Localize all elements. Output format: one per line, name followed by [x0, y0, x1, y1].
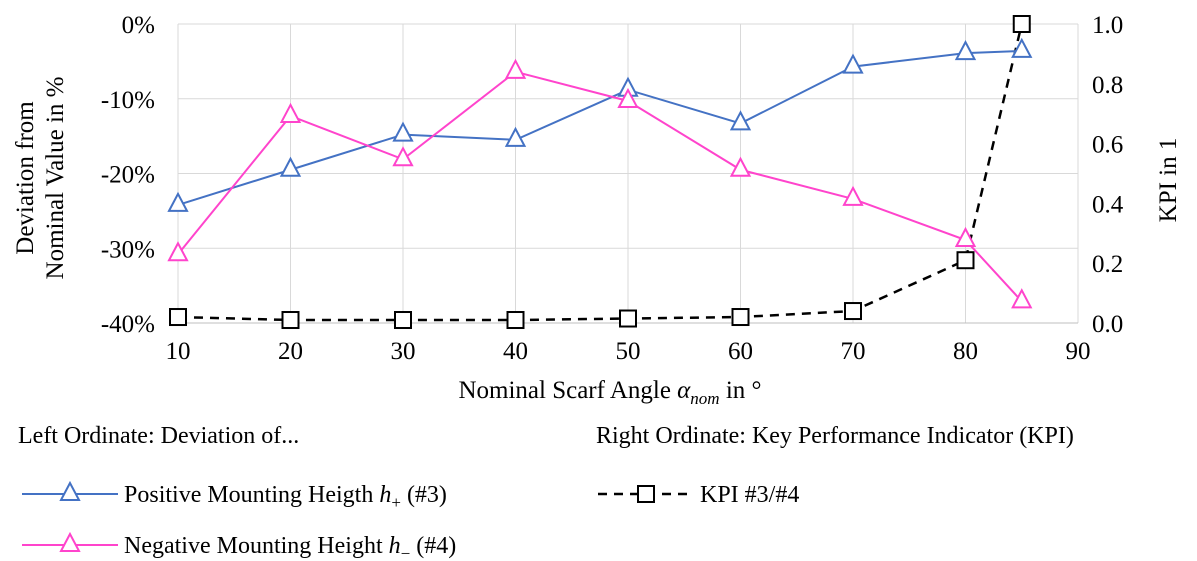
square-marker: [956, 251, 975, 270]
triangle-marker: [279, 102, 302, 123]
triangle-marker: [167, 191, 189, 212]
legend-triangle-marker-blue: [59, 480, 81, 501]
legend-label-negative: Negative Mounting Height h− (#4): [124, 533, 456, 561]
triangle-marker: [954, 40, 977, 61]
square-marker: [731, 308, 750, 327]
x-tick-label: 60: [728, 338, 753, 365]
triangle-marker: [1011, 288, 1033, 309]
x-tick-label: 80: [953, 338, 978, 365]
triangle-marker: [504, 126, 527, 147]
triangle-marker: [729, 110, 752, 131]
x-tick-label: 70: [841, 338, 866, 365]
y-left-tick-label: -10%: [101, 87, 155, 114]
series-0: [167, 37, 1033, 212]
legend-right-heading: Right Ordinate: Key Performance Indicato…: [596, 423, 1074, 449]
legend-label-positive: Positive Mounting Heigth h+ (#3): [124, 482, 447, 512]
x-axis-title: Nominal Scarf Angle αnom in °: [458, 377, 761, 408]
legend-square-marker: [637, 485, 655, 503]
square-marker: [169, 308, 187, 327]
x-tick-label: 30: [391, 338, 416, 365]
legend-item-negative: Negative Mounting Height h− (#4): [22, 531, 456, 561]
triangle-marker: [392, 121, 414, 142]
legend-item-positive: Positive Mounting Heigth h+ (#3): [22, 480, 447, 512]
triangle-marker: [167, 241, 189, 262]
legend-left-heading: Left Ordinate: Deviation of...: [18, 423, 299, 449]
triangle-marker: [842, 53, 864, 74]
legend-label-kpi: KPI #3/#4: [700, 482, 799, 508]
y-left-tick-label: -30%: [101, 236, 155, 263]
grid: [177, 23, 1079, 324]
y-left-axis-ticks: 0% -10% -20% -30% -40%: [101, 12, 155, 338]
x-tick-label: 90: [1066, 338, 1091, 365]
series-line: [177, 70, 1023, 302]
triangle-marker: [392, 146, 414, 167]
square-marker: [1012, 15, 1031, 33]
series-line: [177, 23, 1023, 322]
series-2: [169, 15, 1031, 330]
square-marker: [619, 309, 637, 328]
triangle-marker: [617, 87, 639, 108]
y-left-tick-label: -40%: [101, 311, 155, 338]
y-right-axis-title: KPI in 1: [1155, 138, 1182, 223]
y-right-tick-label: 0.4: [1092, 191, 1124, 218]
y-left-tick-label: -20%: [101, 162, 155, 189]
y-right-tick-label: 1.0: [1092, 12, 1123, 39]
y-right-axis-ticks: 1.0 0.8 0.6 0.4 0.2 0.0: [1092, 12, 1124, 338]
square-marker: [506, 311, 525, 330]
x-tick-label: 50: [616, 338, 641, 365]
triangle-marker: [842, 185, 864, 206]
y-left-tick-label: 0%: [122, 12, 155, 39]
square-marker: [281, 311, 300, 330]
y-right-tick-label: 0.2: [1092, 251, 1123, 278]
legend-item-kpi: KPI #3/#4: [598, 482, 799, 508]
y-left-axis-title-line2: Nominal Value in %: [42, 77, 69, 280]
y-left-axis-title: Deviation from Nominal Value in %: [12, 77, 69, 280]
square-marker: [394, 311, 412, 330]
series-line: [177, 49, 1022, 206]
x-tick-label: 20: [278, 338, 303, 365]
triangle-marker: [954, 226, 977, 248]
triangle-marker: [279, 156, 302, 177]
x-tick-label: 10: [166, 338, 191, 365]
series-layer: [167, 15, 1033, 330]
series-1: [167, 58, 1033, 309]
square-marker: [844, 302, 862, 321]
legend-triangle-marker-pink: [59, 531, 81, 552]
triangle-marker: [1011, 37, 1033, 58]
y-left-axis-title-line1: Deviation from: [12, 101, 39, 255]
triangle-marker: [504, 58, 527, 79]
x-tick-label: 40: [503, 338, 528, 365]
y-right-tick-label: 0.6: [1092, 132, 1123, 159]
y-right-tick-label: 0.8: [1092, 72, 1123, 99]
y-right-tick-label: 0.0: [1092, 311, 1123, 338]
x-axis-ticks: 10 20 30 40 50 60 70 80 90: [166, 338, 1091, 365]
triangle-marker: [729, 156, 752, 177]
